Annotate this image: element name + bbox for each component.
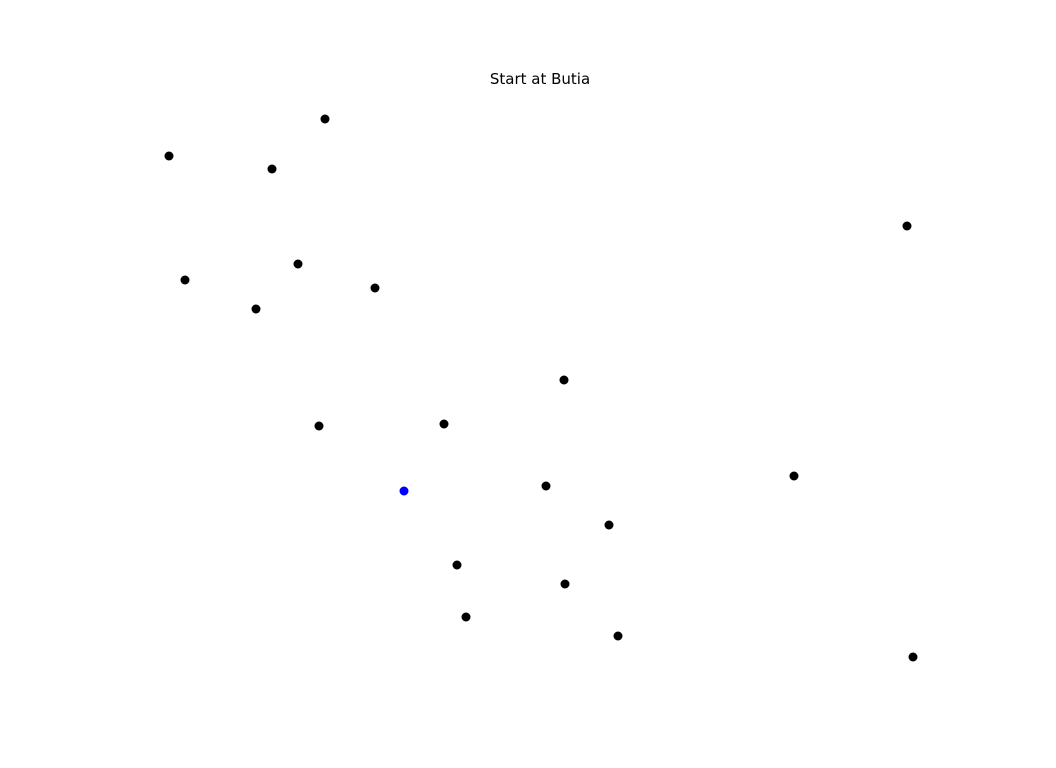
- data-point: [439, 419, 449, 429]
- data-point: [908, 652, 918, 662]
- data-point: [789, 471, 799, 481]
- start-point: [399, 486, 409, 496]
- data-point: [180, 275, 190, 285]
- chart-title: Start at Butia: [490, 70, 590, 88]
- data-point: [461, 612, 471, 622]
- data-point: [320, 114, 330, 124]
- data-point: [560, 579, 570, 589]
- data-point: [604, 520, 614, 530]
- data-point: [164, 151, 174, 161]
- data-point: [559, 375, 569, 385]
- data-point: [370, 283, 380, 293]
- data-point: [293, 259, 303, 269]
- data-point: [314, 421, 324, 431]
- data-point: [267, 164, 277, 174]
- data-point: [452, 560, 462, 570]
- data-point: [541, 481, 551, 491]
- data-point: [902, 221, 912, 231]
- data-point: [251, 304, 261, 314]
- data-point: [613, 631, 623, 641]
- data-points: [164, 114, 918, 662]
